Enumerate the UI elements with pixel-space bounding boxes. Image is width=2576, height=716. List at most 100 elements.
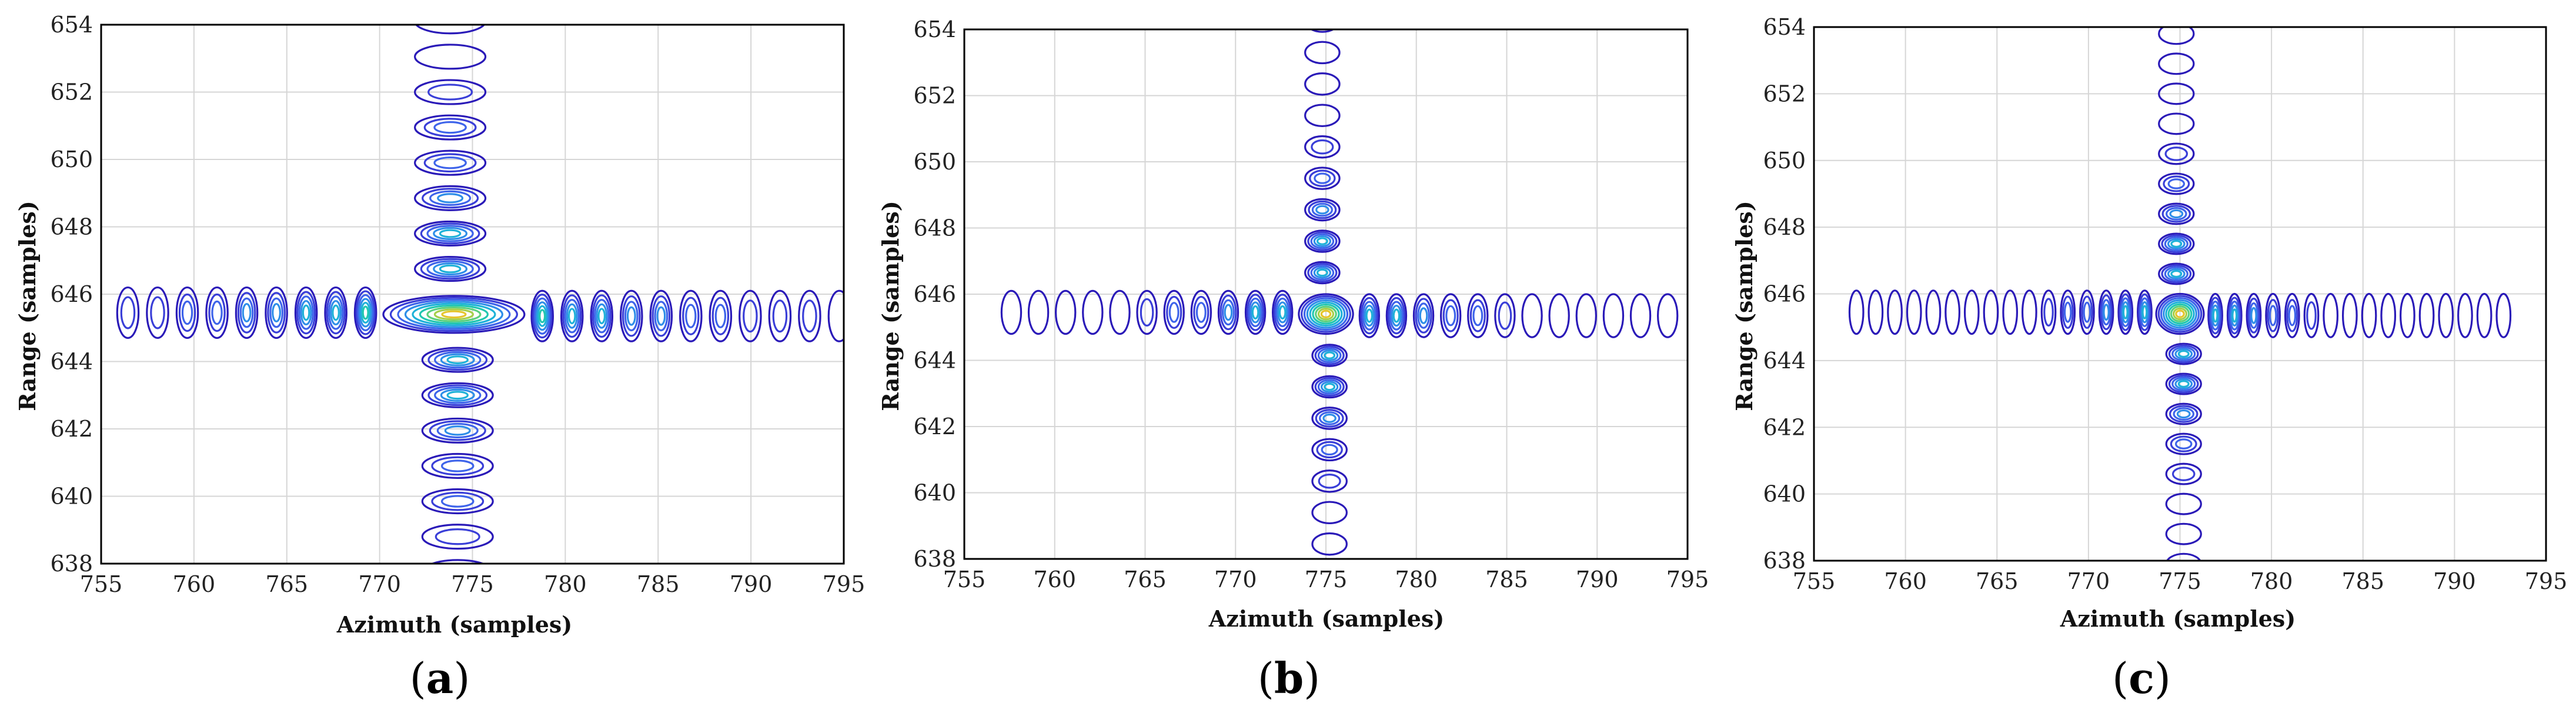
contour-line — [1244, 289, 1267, 335]
contour-line — [1109, 289, 1131, 335]
contour-line — [1221, 299, 1235, 326]
contour-line — [772, 299, 788, 333]
contour-line — [267, 292, 286, 334]
contour-line — [2062, 295, 2074, 329]
contour-line — [404, 301, 504, 328]
contour-line — [2170, 239, 2183, 248]
contour-line — [441, 310, 467, 319]
y-tick-label: 640 — [913, 480, 956, 506]
contour-line — [2476, 292, 2493, 338]
contour-line — [596, 303, 608, 329]
panel-b-label: (b) — [1258, 653, 1321, 703]
contour-line — [1324, 351, 1336, 359]
contour-line — [597, 308, 606, 325]
contour-line — [1867, 289, 1884, 335]
contour-line — [1304, 261, 1341, 285]
x-tick-label: 755 — [1793, 568, 1836, 594]
contour-line — [2158, 112, 2195, 135]
panel-a-xlabel: Azimuth (samples) — [336, 611, 573, 638]
x-tick-label: 775 — [451, 571, 494, 597]
contour-line — [426, 225, 474, 242]
contour-line — [2303, 292, 2320, 338]
contour-line — [120, 296, 136, 329]
panel-a: Range (samples) Azimuth (samples) (a) 75… — [14, 12, 865, 703]
y-tick-label: 650 — [50, 146, 93, 172]
contour-line — [566, 303, 578, 329]
x-tick-label: 780 — [2250, 568, 2293, 594]
y-tick-label: 642 — [913, 414, 956, 439]
contour-line — [2168, 374, 2199, 394]
panel-c-contours — [1848, 27, 2512, 561]
x-tick-label: 765 — [1124, 567, 1167, 592]
contour-line — [1983, 289, 1999, 335]
y-tick-label: 644 — [50, 349, 93, 375]
panel-a-axes-frame — [100, 24, 845, 565]
contour-line — [242, 302, 252, 323]
contour-line — [2227, 297, 2241, 335]
contour-line — [560, 289, 584, 342]
contour-line — [1319, 411, 1341, 425]
contour-line — [434, 351, 482, 369]
contour-line — [714, 304, 727, 328]
contour-line — [1656, 293, 1679, 338]
contour-line — [567, 308, 576, 325]
contour-line — [2267, 299, 2279, 332]
contour-line — [2171, 376, 2196, 392]
x-tick-label: 760 — [173, 571, 216, 597]
x-tick-label: 770 — [358, 571, 401, 597]
contour-line — [433, 156, 467, 169]
y-tick-label: 654 — [50, 12, 93, 38]
contour-line — [1391, 304, 1402, 327]
contour-line — [414, 256, 487, 282]
panel-b-xlabel: Azimuth (samples) — [1208, 605, 1445, 632]
contour-line — [302, 304, 310, 321]
contour-line — [2167, 238, 2186, 250]
contour-line — [1521, 293, 1543, 338]
contour-line — [768, 289, 792, 342]
contour-line — [1306, 299, 1346, 329]
y-tick-label: 646 — [50, 281, 93, 307]
contour-line — [1389, 301, 1404, 331]
contour-line — [2248, 302, 2259, 329]
contour-line — [1304, 198, 1341, 222]
contour-line — [2164, 146, 2189, 161]
contour-line — [590, 289, 614, 342]
contour-line — [2167, 268, 2186, 280]
contour-line — [2286, 299, 2298, 332]
contour-line — [1315, 205, 1329, 215]
y-tick-label: 638 — [50, 551, 93, 577]
contour-line — [440, 495, 475, 508]
contour-line — [1217, 289, 1239, 335]
panel-b: Range (samples) Azimuth (samples) (b) 75… — [877, 16, 1709, 703]
contour-line — [2165, 432, 2202, 455]
contour-line — [2288, 305, 2297, 327]
contour-line — [2169, 209, 2184, 219]
contour-line — [2169, 405, 2199, 423]
contour-line — [1320, 309, 1332, 318]
contour-line — [2137, 289, 2153, 335]
contour-line — [1315, 305, 1337, 323]
contour-line — [1602, 293, 1625, 338]
panel-c-label: (c) — [2112, 653, 2171, 703]
contour-line — [2164, 236, 2189, 252]
contour-line — [2210, 301, 2221, 331]
panel-c-axes-frame — [1813, 26, 2547, 562]
contour-line — [1304, 41, 1341, 65]
panel-a-grid — [101, 25, 844, 564]
contour-line — [1310, 233, 1335, 249]
contour-line — [440, 353, 475, 367]
x-tick-label: 765 — [1976, 568, 2019, 594]
contour-line — [2158, 232, 2195, 255]
contour-line — [2226, 292, 2243, 338]
contour-line — [564, 299, 580, 334]
contour-line — [1304, 166, 1341, 190]
contour-line — [1304, 72, 1341, 96]
contour-line — [1415, 298, 1432, 334]
contour-line — [2177, 380, 2190, 388]
contour-line — [433, 262, 468, 276]
contour-line — [1494, 293, 1516, 338]
contour-line — [2157, 295, 2203, 333]
contour-line — [2021, 289, 2037, 335]
contour-line — [357, 294, 374, 332]
contour-line — [1304, 135, 1341, 159]
